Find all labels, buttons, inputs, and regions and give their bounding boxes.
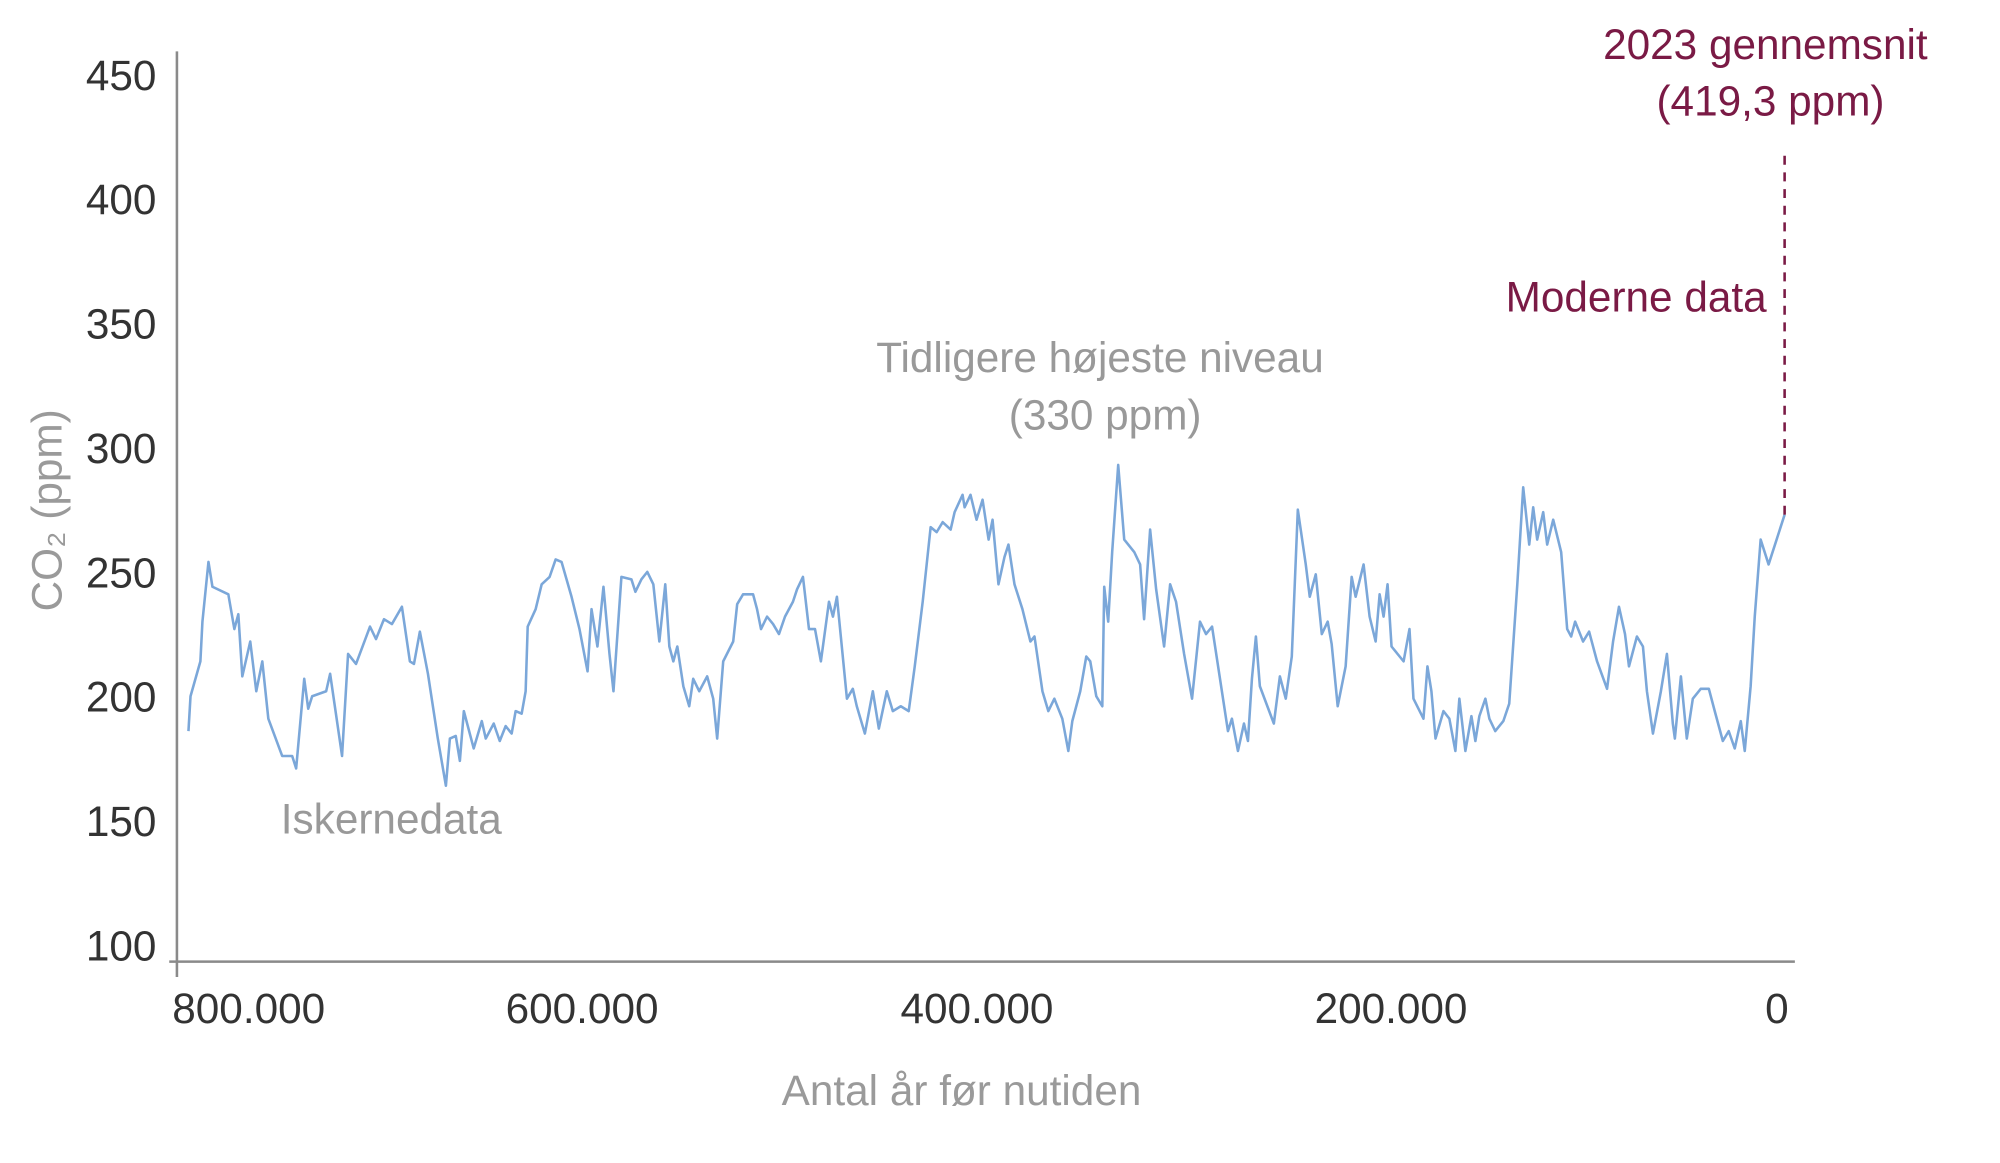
y-tick-label: 200 (86, 674, 157, 721)
annotation-ice-core: Iskernedata (281, 795, 503, 842)
y-axis: 450 400 350 300 250 200 150 100 CO₂ (ppm… (24, 51, 179, 978)
plot-area (187, 150, 1786, 788)
x-axis: 800.000 600.000 400.000 200.000 0 Antal … (169, 960, 1795, 1114)
x-tick-label: 400.000 (900, 985, 1053, 1032)
x-axis-title: Antal år før nutiden (782, 1067, 1142, 1114)
y-tick-label: 250 (86, 549, 157, 596)
y-tick-label: 450 (86, 52, 157, 99)
y-tick-label: 100 (86, 922, 157, 969)
annotation-previous-high-value: (330 ppm) (1009, 392, 1202, 439)
x-tick-label: 600.000 (506, 985, 659, 1032)
y-tick-label: 150 (86, 798, 157, 845)
annotation-2023-average-value: (419,3 ppm) (1656, 77, 1884, 124)
x-tick-label: 200.000 (1315, 985, 1468, 1032)
annotation-2023-average: 2023 gennemsnit (1603, 21, 1928, 68)
y-tick-label: 300 (86, 425, 157, 472)
x-tick-label: 800.000 (172, 985, 325, 1032)
y-tick-label: 350 (86, 301, 157, 348)
annotation-modern-data: Moderne data (1506, 274, 1767, 321)
y-tick-label: 400 (86, 176, 157, 223)
y-axis-title: CO₂ (ppm) (24, 409, 71, 611)
x-tick-label: 0 (1765, 985, 1789, 1032)
series-line-ice-core (187, 463, 1786, 788)
annotations: Iskernedata Tidligere højeste niveau (33… (281, 21, 1928, 842)
annotation-previous-high: Tidligere højeste niveau (876, 334, 1323, 381)
